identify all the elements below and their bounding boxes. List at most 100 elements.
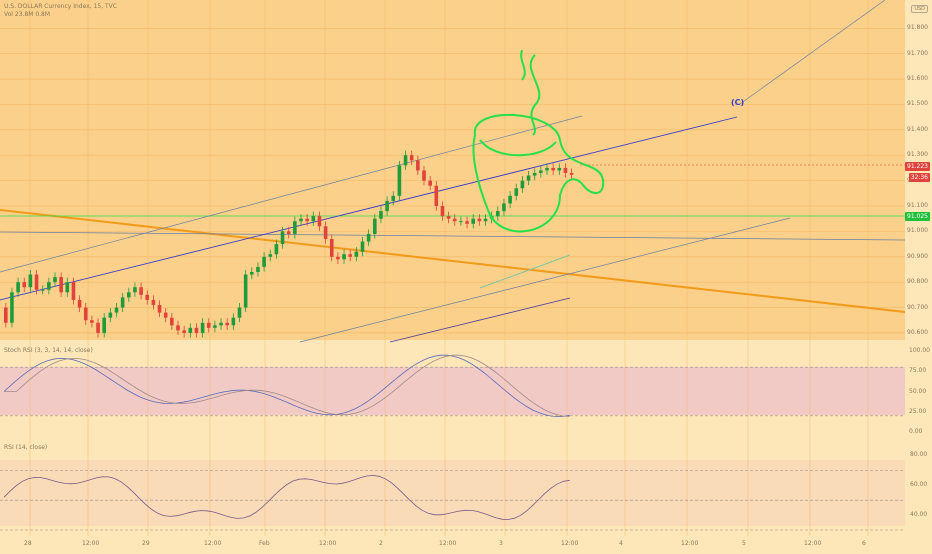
price-tick: 91.000 xyxy=(907,227,928,235)
candle-body xyxy=(262,256,266,267)
candle-body xyxy=(145,294,150,300)
price-tick: 90.800 xyxy=(907,278,928,286)
candle-body xyxy=(194,327,199,333)
candle-body xyxy=(16,282,20,293)
candle-body xyxy=(496,211,500,217)
candle-body xyxy=(477,218,482,222)
candle-body xyxy=(305,218,309,222)
candle-body xyxy=(459,221,463,223)
wave-label: (C) xyxy=(731,98,745,107)
candle-body xyxy=(219,322,223,326)
time-tick: 12:00 xyxy=(681,540,699,547)
candle-body xyxy=(409,155,414,161)
time-tick: 3 xyxy=(499,540,503,547)
candle-body xyxy=(483,218,488,222)
candle-body xyxy=(403,155,408,166)
price-tick: 91.800 xyxy=(907,24,928,32)
stoch-tick: 100.00 xyxy=(909,347,930,354)
candle-body xyxy=(4,307,8,323)
candle-body xyxy=(47,282,51,290)
time-tick: 6 xyxy=(862,540,866,547)
price-tick: 90.900 xyxy=(907,252,928,260)
rsi-band xyxy=(0,460,905,526)
time-tick: 12:00 xyxy=(82,540,100,547)
candle-body xyxy=(385,200,389,212)
candle-body xyxy=(53,277,57,283)
price-tick: 91.700 xyxy=(907,49,928,57)
candle-body xyxy=(311,216,316,222)
candle-body xyxy=(139,287,143,295)
candle-body xyxy=(83,307,88,321)
candle-body xyxy=(299,218,303,222)
candle-body xyxy=(342,254,346,260)
price-tick: 90.600 xyxy=(907,328,928,336)
steam-line-1 xyxy=(529,54,541,136)
candle-body xyxy=(280,231,285,245)
price-tick: 91.400 xyxy=(907,125,928,133)
candle-body xyxy=(102,317,106,333)
price-tick: 91.600 xyxy=(907,75,928,83)
current-price: 91.223 xyxy=(907,163,928,170)
ema-teal-line xyxy=(479,254,571,289)
candle-body xyxy=(151,299,156,305)
channel-mid-line xyxy=(0,116,738,301)
candle-body xyxy=(471,218,475,224)
level-tag: 91.025 xyxy=(905,212,930,221)
candle-body xyxy=(317,216,322,227)
candle-body xyxy=(446,216,451,219)
channel-upper-line xyxy=(0,115,583,273)
candle-body xyxy=(502,203,506,212)
stoch-k-line xyxy=(3,354,570,417)
candle-body xyxy=(157,305,162,313)
candle-body xyxy=(225,322,229,326)
ema-slow-line xyxy=(389,297,571,343)
stoch-tick: 50.00 xyxy=(909,387,927,395)
candle-body xyxy=(250,272,254,275)
candle-body xyxy=(539,170,543,173)
candle-body xyxy=(329,239,334,257)
candle-body xyxy=(428,180,432,186)
candle-body xyxy=(170,317,174,326)
oscillator-lines xyxy=(3,354,570,520)
candle-body xyxy=(360,241,365,252)
candle-body xyxy=(274,244,279,255)
candle-body xyxy=(120,297,125,308)
rsi-tick: 60.00 xyxy=(910,481,928,489)
candle-body xyxy=(366,233,371,242)
candle-body xyxy=(231,317,236,326)
candles-group xyxy=(4,150,574,338)
candle-body xyxy=(514,188,519,196)
candle-body xyxy=(10,292,14,323)
rsi-tick: 40.00 xyxy=(910,511,928,519)
candle-body xyxy=(133,287,137,293)
candle-body xyxy=(440,206,445,217)
candle-body xyxy=(96,322,100,333)
rsi-label: RSI (14, close) xyxy=(4,444,48,451)
volume-line: Vol 23.8M 0.8M xyxy=(4,11,51,18)
candle-body xyxy=(71,282,76,300)
candle-body xyxy=(323,226,328,239)
grid-lines xyxy=(0,0,905,536)
stoch-tick: 75.00 xyxy=(909,367,927,375)
candle-body xyxy=(22,282,27,288)
price-tick: 90.700 xyxy=(907,303,928,311)
time-tick: Feb xyxy=(259,540,270,547)
candle-body xyxy=(286,231,291,234)
candle-body xyxy=(336,256,340,260)
time-tick: 12:00 xyxy=(319,540,337,547)
candle-body xyxy=(434,185,439,206)
orange-trendline xyxy=(0,209,906,313)
currency-badge[interactable]: USD xyxy=(911,5,928,13)
stoch-label: Stoch RSI (3, 3, 14, 14, close) xyxy=(4,347,93,354)
candle-body xyxy=(354,251,359,257)
time-tick: 12:00 xyxy=(204,540,222,547)
symbol-legend: U.S. DOLLAR Currency Index, 15, TVC Vol … xyxy=(4,3,117,19)
candle-body xyxy=(397,165,402,196)
candle-body xyxy=(237,307,242,318)
main-pane-bg xyxy=(0,0,905,340)
candle-body xyxy=(77,299,82,308)
channel-lower-line xyxy=(299,217,791,343)
steam-line-2 xyxy=(520,49,526,81)
